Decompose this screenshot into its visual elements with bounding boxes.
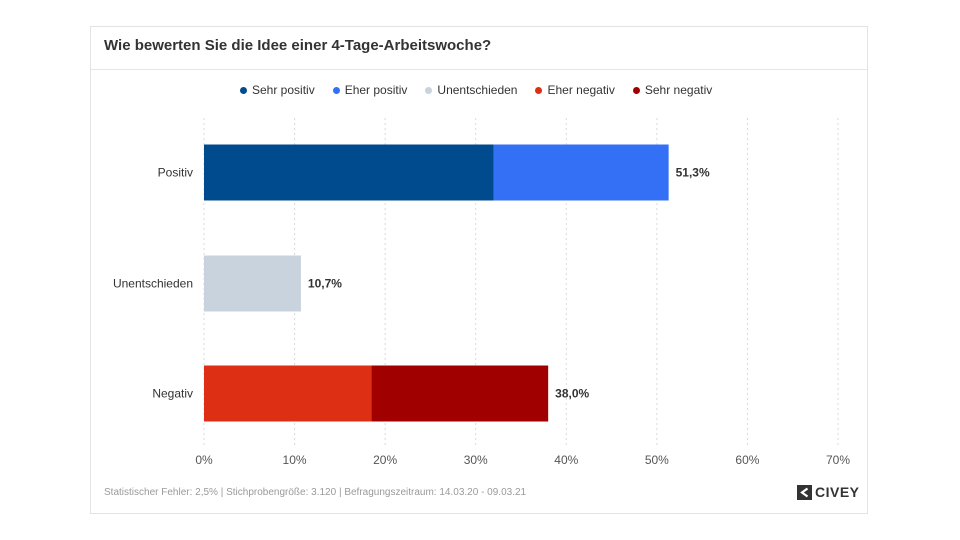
chart-title: Wie bewerten Sie die Idee einer 4-Tage-A…	[104, 37, 492, 54]
title-divider	[91, 69, 867, 70]
x-tick-label: 20%	[373, 453, 397, 467]
bar-total-label: 51,3%	[676, 166, 710, 180]
x-tick-label: 30%	[464, 453, 488, 467]
legend-swatch	[535, 86, 543, 94]
bar-segment	[204, 144, 494, 201]
bar-total-label: 10,7%	[308, 277, 342, 291]
legend-swatch	[240, 86, 247, 94]
bar-segment	[371, 365, 549, 422]
bar-total-label: 38,0%	[555, 387, 589, 401]
category-label: Unentschieden	[113, 277, 193, 291]
x-tick-label: 50%	[645, 453, 669, 467]
civey-logo-icon	[797, 484, 812, 500]
category-label: Negativ	[152, 387, 193, 401]
legend-swatch	[632, 86, 640, 94]
legend-swatch	[425, 86, 433, 94]
legend-label: Eher positiv	[344, 83, 408, 97]
legend-label: Sehr negativ	[644, 83, 713, 97]
footer-note: Statistischer Fehler: 2,5% | Stichproben…	[104, 487, 527, 498]
legend-item: Unentschieden	[425, 83, 517, 97]
x-tick-label: 60%	[735, 453, 759, 467]
x-tick-label: 0%	[195, 453, 213, 467]
legend-item: Eher negativ	[535, 83, 615, 97]
legend-item: Sehr negativ	[632, 83, 713, 97]
legend-label: Eher negativ	[547, 83, 615, 97]
x-tick-label: 40%	[554, 453, 578, 467]
bar-segment	[493, 144, 669, 201]
x-tick-label: 70%	[826, 453, 850, 467]
legend-label: Sehr positiv	[252, 83, 315, 97]
legend: Sehr positiv Eher positiv Unentschieden Ehe…	[240, 83, 712, 97]
legend-item: Sehr positiv	[240, 83, 315, 97]
x-tick-label: 10%	[283, 453, 307, 467]
bar-segment	[204, 365, 372, 422]
bar-segment	[204, 255, 301, 312]
legend-item: Eher positiv	[332, 83, 408, 97]
brand: CIVEY	[797, 484, 860, 500]
category-label: Positiv	[158, 166, 193, 180]
brand-name: CIVEY	[815, 484, 860, 500]
legend-swatch	[332, 86, 340, 94]
legend-label: Unentschieden	[437, 83, 518, 97]
